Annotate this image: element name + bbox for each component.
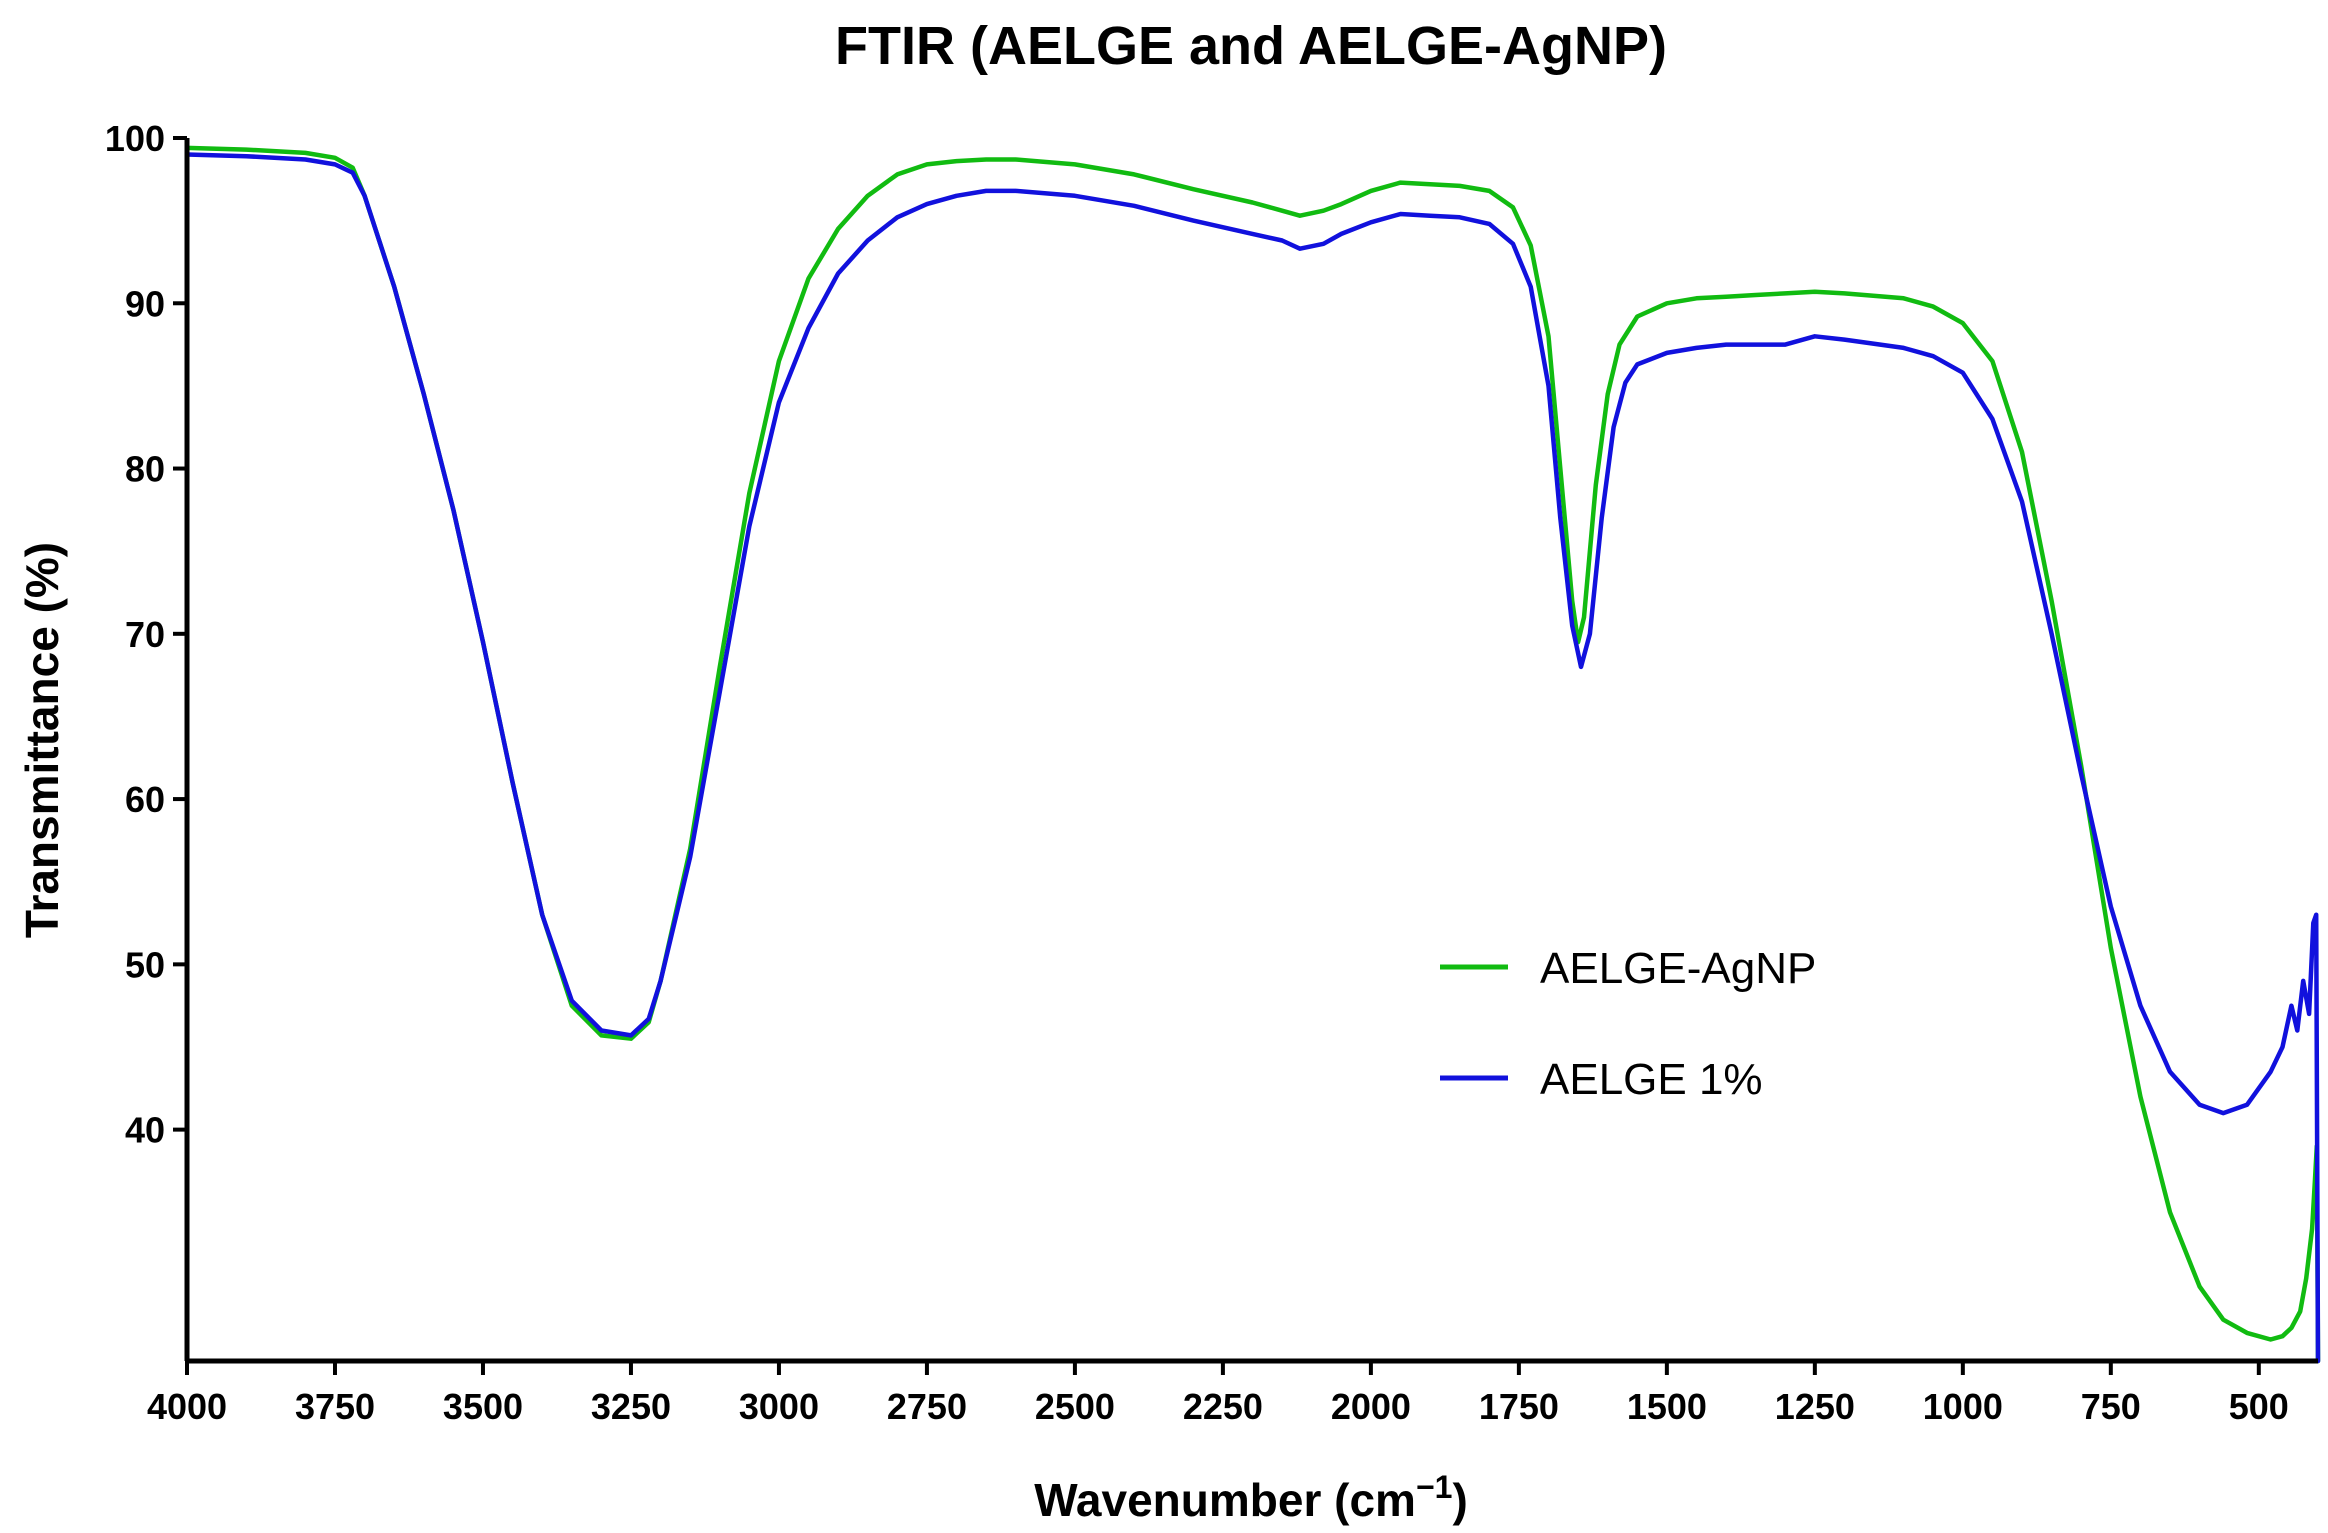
x-tick-label: 2750: [887, 1386, 967, 1427]
y-tick-label: 40: [125, 1110, 165, 1151]
x-tick-label: 500: [2229, 1386, 2289, 1427]
x-tick-label: 2000: [1331, 1386, 1411, 1427]
y-axis-label: Transmittance (%): [16, 542, 68, 938]
y-tick-label: 70: [125, 614, 165, 655]
plot-series-group: [184, 145, 2321, 1364]
y-tick-label: 60: [125, 779, 165, 820]
x-tick-label: 2500: [1035, 1386, 1115, 1427]
series-line-aelge-1pct: [184, 152, 2321, 1364]
x-tick-label: 1750: [1479, 1386, 1559, 1427]
chart-title: FTIR (AELGE and AELGE-AgNP): [835, 16, 1667, 76]
x-tick-label: 4000: [147, 1386, 227, 1427]
x-tick-label: 1000: [1923, 1386, 2003, 1427]
y-tick-label: 90: [125, 283, 165, 324]
series-line-aelge-agnp: [184, 145, 2321, 1364]
x-tick-label: 1250: [1775, 1386, 1855, 1427]
x-tick-label: 2250: [1183, 1386, 1263, 1427]
x-tick-label: 3250: [591, 1386, 671, 1427]
y-tick-label: 50: [125, 944, 165, 985]
y-tick-label: 100: [105, 118, 165, 159]
x-tick-label: 3000: [739, 1386, 819, 1427]
legend-label: AELGE 1%: [1540, 1055, 1763, 1104]
x-tick-label: 3500: [443, 1386, 523, 1427]
chart-legend: AELGE-AgNP AELGE 1%: [1440, 944, 1816, 1104]
y-axis-ticks: 40 50 60 70 80 90 100: [105, 118, 187, 1151]
legend-label: AELGE-AgNP: [1540, 944, 1816, 993]
x-tick-label: 3750: [295, 1386, 375, 1427]
x-axis-ticks: 4000 3750 3500 3250 3000 2750 2500 2250 2000 1750…: [147, 1361, 2289, 1427]
x-tick-label: 750: [2081, 1386, 2141, 1427]
x-axis-label: Wavenumber (cm−1): [1034, 1469, 1468, 1526]
y-tick-label: 80: [125, 449, 165, 490]
x-tick-label: 1500: [1627, 1386, 1707, 1427]
